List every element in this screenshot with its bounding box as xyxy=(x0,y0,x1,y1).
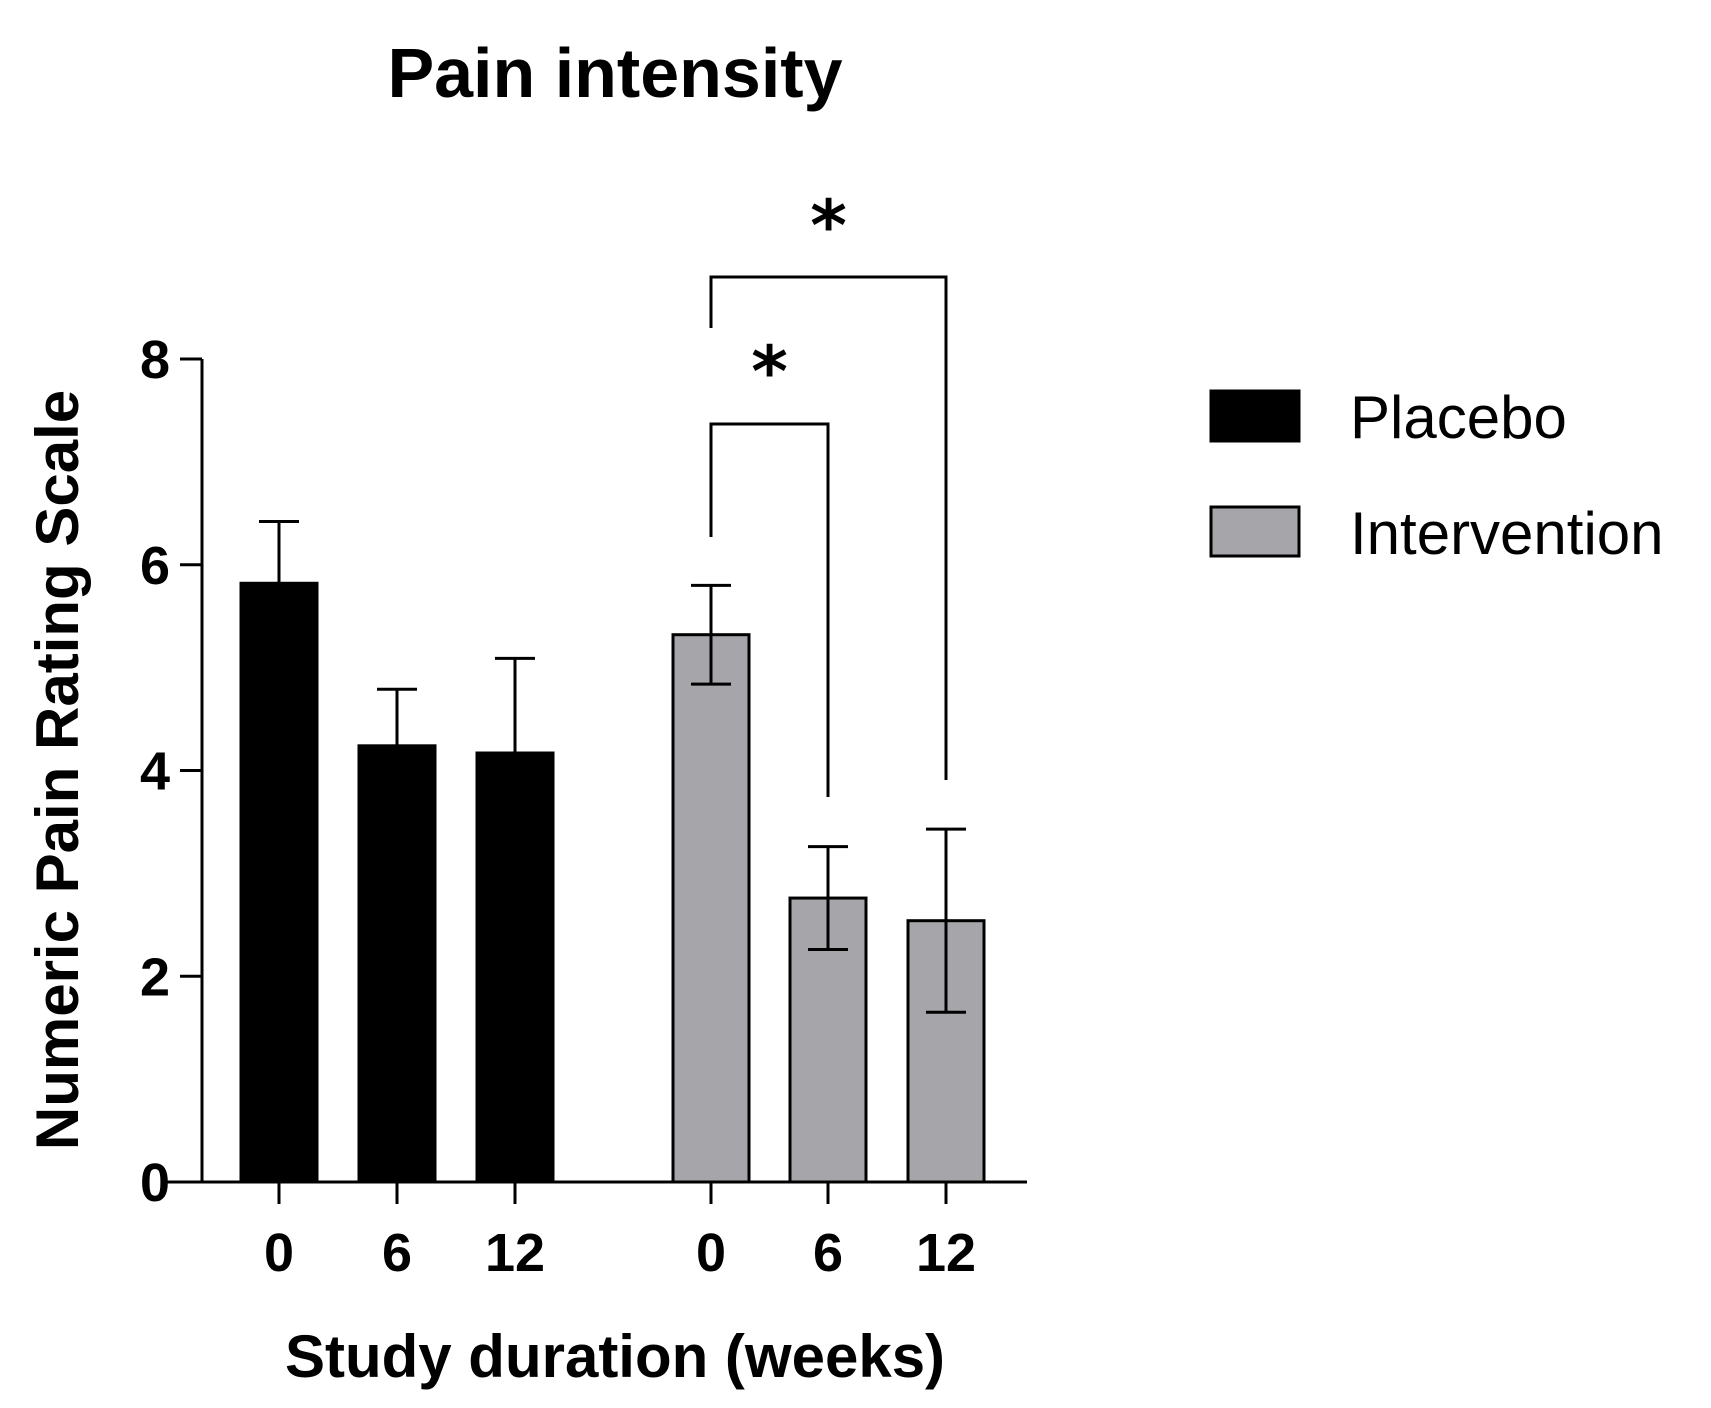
x-tick-label: 0 xyxy=(696,1223,726,1283)
legend-label: Placebo xyxy=(1350,384,1567,451)
x-tick-label: 6 xyxy=(382,1223,412,1283)
bar xyxy=(357,744,437,1184)
y-tick-label: 4 xyxy=(140,742,170,802)
legend-swatch xyxy=(1209,505,1301,558)
significance-bracket xyxy=(709,422,830,797)
y-tick-label: 0 xyxy=(140,1153,170,1213)
y-tick-label: 8 xyxy=(140,330,170,390)
bar xyxy=(671,633,751,1184)
legend-swatch xyxy=(1209,389,1301,443)
legend-label: Intervention xyxy=(1350,500,1664,567)
x-tick-label: 0 xyxy=(264,1223,294,1283)
y-tick-label: 6 xyxy=(140,536,170,596)
x-axis-label: Study duration (weeks) xyxy=(285,1323,945,1390)
x-tick-label: 6 xyxy=(813,1223,843,1283)
bar xyxy=(475,751,555,1184)
significance-marker: * xyxy=(810,185,847,267)
x-tick-label: 12 xyxy=(916,1223,976,1283)
plot-area: 0 2 4 6 8 0 6 12 0 6 12 * * xyxy=(140,185,986,1283)
significance-marker: * xyxy=(751,331,788,413)
y-tick-label: 2 xyxy=(140,947,170,1007)
chart-title: Pain intensity xyxy=(387,34,842,112)
significance-bracket xyxy=(709,275,948,780)
y-axis-label: Numeric Pain Rating Scale xyxy=(24,390,91,1150)
bar xyxy=(239,581,319,1184)
legend: Placebo Intervention xyxy=(1209,384,1664,567)
x-tick-label: 12 xyxy=(485,1223,545,1283)
